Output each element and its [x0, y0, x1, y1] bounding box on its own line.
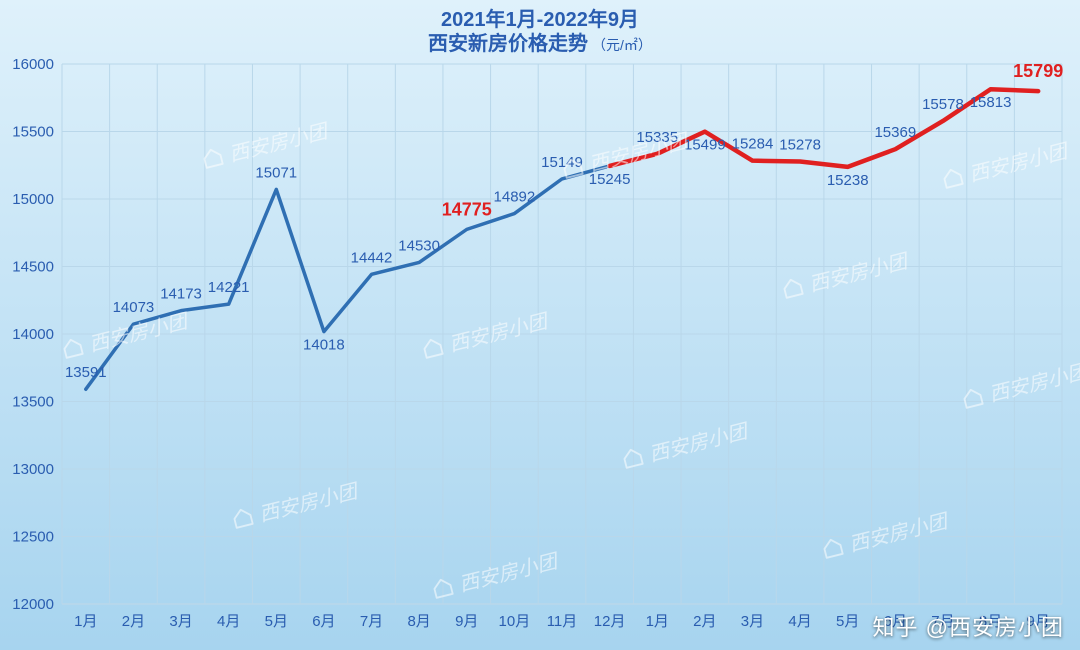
x-axis-tick-label: 1月 — [646, 613, 669, 630]
data-point-label: 14073 — [113, 299, 155, 316]
y-axis-tick-label: 15500 — [12, 124, 54, 141]
chart-svg: 2021年1月-2022年9月西安新房价格走势（元/㎡）120001250013… — [0, 0, 1080, 650]
y-axis-tick-label: 13000 — [12, 461, 54, 478]
y-axis-tick-label: 16000 — [12, 56, 54, 73]
data-point-label: 15369 — [874, 124, 916, 141]
data-point-label: 15278 — [779, 136, 821, 153]
y-axis-tick-label: 12500 — [12, 529, 54, 546]
y-axis-tick-label: 15000 — [12, 191, 54, 208]
data-point-label: 15238 — [827, 172, 869, 189]
data-point-label: 15071 — [255, 164, 297, 181]
data-point-label: 14173 — [160, 286, 202, 303]
y-axis-tick-label: 14000 — [12, 326, 54, 343]
x-axis-tick-label: 2月 — [693, 613, 716, 630]
y-axis-tick-label: 14500 — [12, 259, 54, 276]
data-point-label: 13591 — [65, 364, 107, 381]
x-axis-tick-label: 2月 — [122, 613, 145, 630]
data-point-label: 15799 — [1013, 61, 1063, 81]
x-axis-tick-label: 3月 — [741, 613, 764, 630]
x-axis-tick-label: 5月 — [265, 613, 288, 630]
data-point-label: 15335 — [636, 129, 678, 146]
chart-title-line1: 2021年1月-2022年9月 — [441, 7, 639, 31]
data-point-label: 14221 — [208, 279, 250, 296]
data-point-label: 15149 — [541, 154, 583, 171]
x-axis-tick-label: 9月 — [455, 613, 478, 630]
x-axis-tick-label: 5月 — [836, 613, 859, 630]
data-point-label: 14892 — [494, 189, 536, 206]
x-axis-tick-label: 11月 — [547, 613, 578, 630]
data-point-label: 15284 — [732, 136, 774, 153]
data-point-label: 15813 — [970, 94, 1012, 111]
y-axis-tick-label: 12000 — [12, 596, 54, 613]
x-axis-tick-label: 10月 — [499, 613, 531, 630]
attribution-text: 知乎 @西安房小团 — [873, 610, 1064, 642]
data-point-label: 15245 — [589, 171, 631, 188]
x-axis-tick-label: 12月 — [594, 613, 626, 630]
x-axis-tick-label: 8月 — [407, 613, 430, 630]
x-axis-tick-label: 4月 — [217, 613, 240, 630]
data-point-label: 14442 — [351, 249, 393, 266]
data-point-label: 14530 — [398, 237, 440, 254]
price-trend-chart: 2021年1月-2022年9月西安新房价格走势（元/㎡）120001250013… — [0, 0, 1080, 650]
data-point-label: 15578 — [922, 96, 964, 113]
x-axis-tick-label: 7月 — [360, 613, 383, 630]
data-point-label: 15499 — [684, 137, 726, 154]
data-point-label: 14018 — [303, 337, 345, 354]
x-axis-tick-label: 1月 — [74, 613, 97, 630]
x-axis-tick-label: 6月 — [312, 613, 335, 630]
x-axis-tick-label: 3月 — [169, 613, 192, 630]
data-point-label: 14775 — [442, 199, 492, 219]
x-axis-tick-label: 4月 — [788, 613, 811, 630]
y-axis-tick-label: 13500 — [12, 394, 54, 411]
